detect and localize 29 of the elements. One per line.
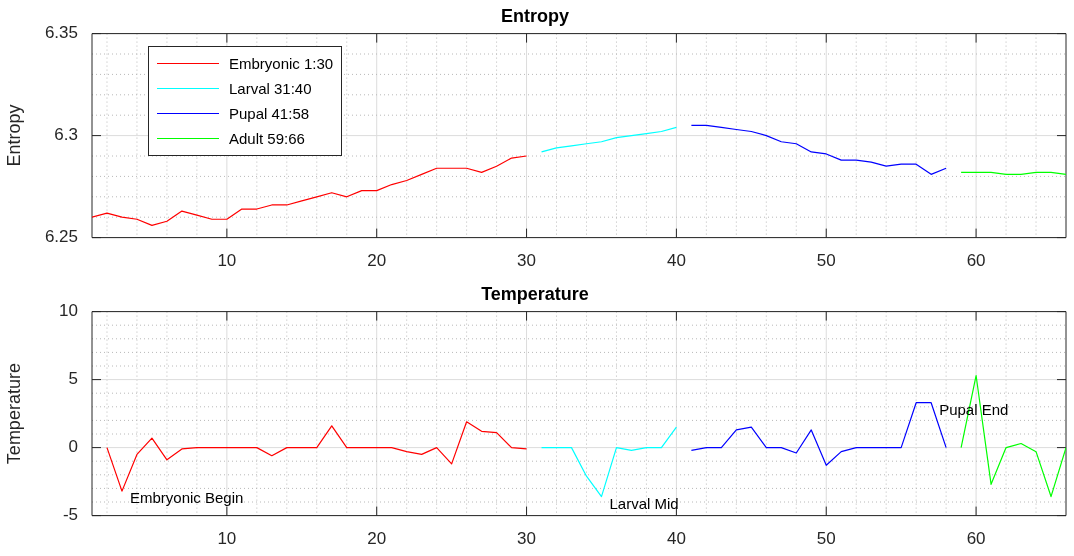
x-tick-label: 30 <box>517 529 537 549</box>
legend-label: Adult 59:66 <box>229 130 305 147</box>
y-tick-label: 6.3 <box>54 125 78 145</box>
x-tick-label: 20 <box>367 251 387 271</box>
x-tick-label: 60 <box>966 529 986 549</box>
x-tick-label: 50 <box>816 529 836 549</box>
y-tick-label: 10 <box>59 301 78 321</box>
annotation: Embryonic Begin <box>129 489 244 507</box>
x-tick-label: 10 <box>217 529 237 549</box>
y-axis-title: Temperature <box>3 363 24 465</box>
y-tick-label: 0 <box>68 437 78 457</box>
legend-label: Larval 31:40 <box>229 80 312 97</box>
x-tick-label: 40 <box>666 251 686 271</box>
y-tick-label: 6.35 <box>44 23 78 43</box>
y-tick-label: -5 <box>62 505 78 525</box>
x-tick-label: 10 <box>217 251 237 271</box>
y-axis-title: Entropy <box>3 104 24 167</box>
y-tick-label: 6.25 <box>44 227 78 247</box>
chart-title: Entropy <box>500 5 570 26</box>
x-tick-label: 30 <box>517 251 537 271</box>
y-tick-label: 5 <box>68 369 78 389</box>
x-tick-label: 50 <box>816 251 836 271</box>
x-tick-label: 20 <box>367 529 387 549</box>
annotation: Larval Mid <box>609 494 679 512</box>
x-tick-label: 60 <box>966 251 986 271</box>
legend-label: Embryonic 1:30 <box>229 55 334 72</box>
legend-label: Pupal 41:58 <box>229 105 310 122</box>
chart-title: Temperature <box>481 283 589 304</box>
x-tick-label: 40 <box>666 529 686 549</box>
